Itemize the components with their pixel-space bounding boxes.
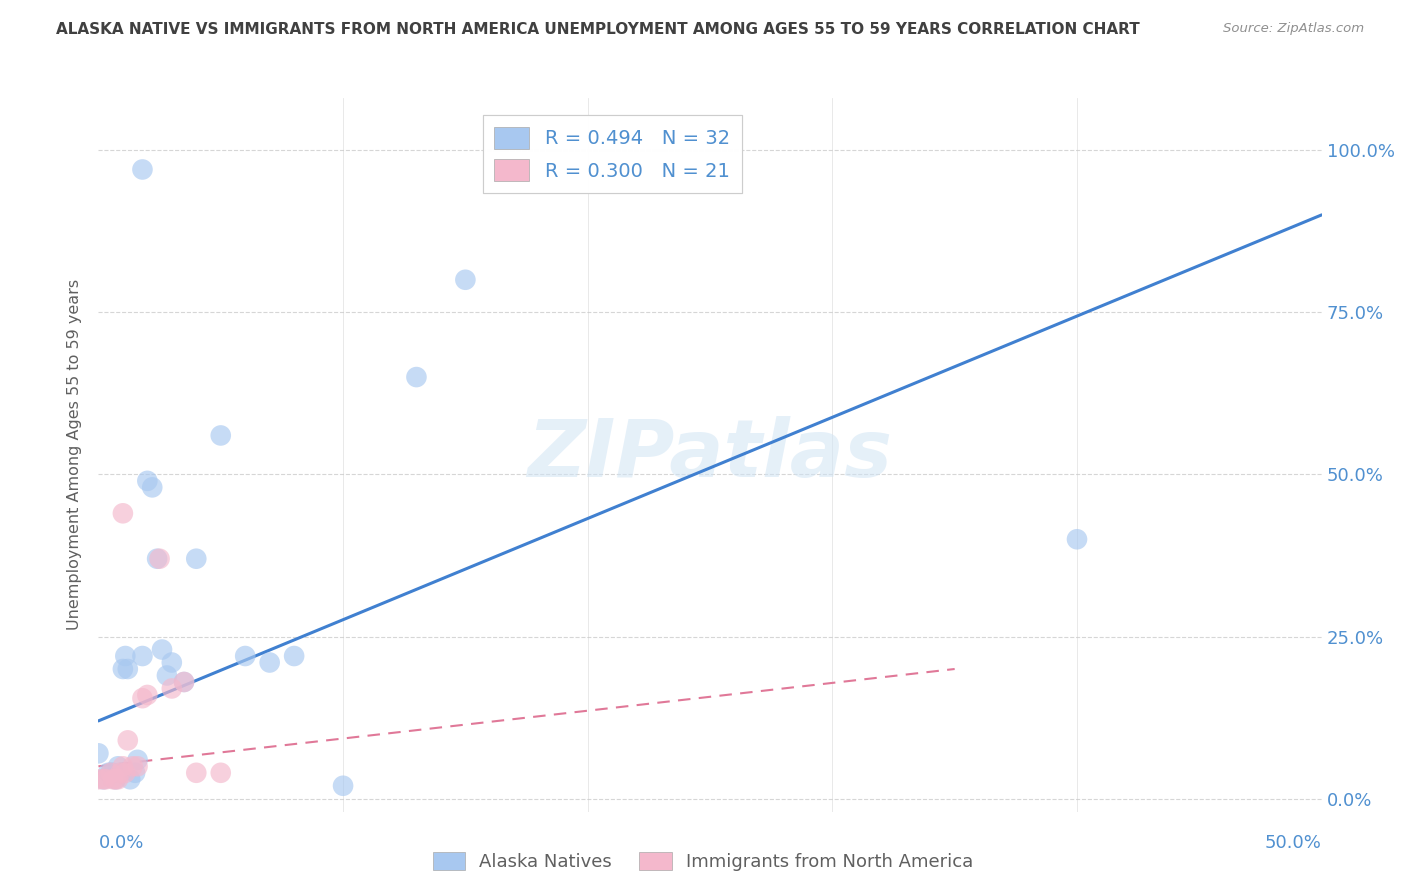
Point — [107, 759, 129, 773]
Point — [111, 662, 134, 676]
Point — [121, 759, 143, 773]
Point — [117, 733, 139, 747]
Point — [149, 551, 172, 566]
Point — [1066, 533, 1088, 547]
Legend: R = 0.494   N = 32, R = 0.300   N = 21: R = 0.494 N = 32, R = 0.300 N = 21 — [482, 115, 742, 193]
Point — [141, 480, 163, 494]
Point — [117, 662, 139, 676]
Point — [101, 772, 124, 787]
Text: 50.0%: 50.0% — [1265, 834, 1322, 852]
Point — [124, 765, 146, 780]
Point — [146, 551, 169, 566]
Point — [110, 765, 132, 780]
Point — [111, 506, 134, 520]
Legend: Alaska Natives, Immigrants from North America: Alaska Natives, Immigrants from North Am… — [425, 845, 981, 879]
Point — [110, 765, 132, 780]
Point — [454, 273, 477, 287]
Point — [405, 370, 427, 384]
Point — [100, 765, 122, 780]
Point — [173, 675, 195, 690]
Point — [127, 753, 149, 767]
Point — [94, 772, 117, 787]
Point — [104, 772, 127, 787]
Point — [136, 688, 159, 702]
Point — [100, 765, 122, 780]
Point — [150, 642, 173, 657]
Point — [160, 681, 183, 696]
Point — [136, 474, 159, 488]
Point — [209, 428, 232, 442]
Point — [104, 772, 127, 787]
Point — [173, 675, 195, 690]
Point — [186, 765, 208, 780]
Point — [127, 759, 149, 773]
Point — [107, 772, 129, 787]
Point — [101, 765, 124, 780]
Point — [156, 668, 179, 682]
Point — [209, 765, 232, 780]
Point — [87, 772, 110, 787]
Point — [91, 772, 114, 787]
Point — [160, 656, 183, 670]
Point — [332, 779, 354, 793]
Text: 0.0%: 0.0% — [98, 834, 143, 852]
Point — [114, 765, 136, 780]
Point — [131, 691, 153, 706]
Point — [91, 772, 114, 787]
Point — [111, 759, 134, 773]
Point — [120, 772, 142, 787]
Text: ZIPatlas: ZIPatlas — [527, 416, 893, 494]
Text: Source: ZipAtlas.com: Source: ZipAtlas.com — [1223, 22, 1364, 36]
Point — [233, 648, 256, 663]
Point — [97, 765, 120, 780]
Point — [283, 648, 305, 663]
Text: ALASKA NATIVE VS IMMIGRANTS FROM NORTH AMERICA UNEMPLOYMENT AMONG AGES 55 TO 59 : ALASKA NATIVE VS IMMIGRANTS FROM NORTH A… — [56, 22, 1140, 37]
Point — [131, 648, 153, 663]
Point — [131, 162, 153, 177]
Point — [186, 551, 208, 566]
Y-axis label: Unemployment Among Ages 55 to 59 years: Unemployment Among Ages 55 to 59 years — [67, 279, 83, 631]
Point — [114, 648, 136, 663]
Point — [259, 656, 281, 670]
Point — [87, 747, 110, 761]
